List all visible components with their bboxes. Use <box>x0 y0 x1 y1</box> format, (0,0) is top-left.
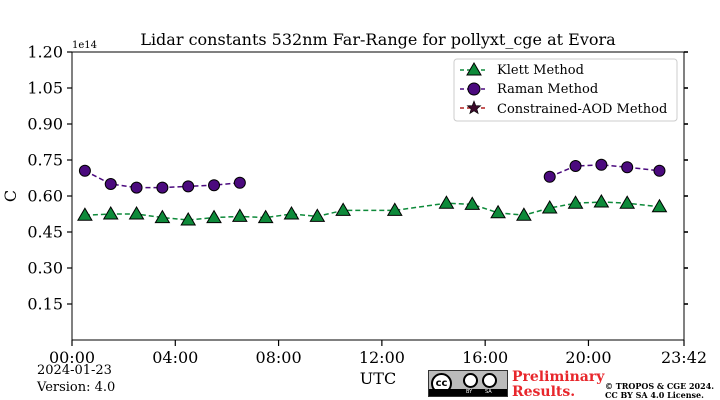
series-1-point-1-1 <box>569 160 582 172</box>
series-0-point-0-20 <box>651 198 668 213</box>
legend-raman-label: Raman Method <box>497 82 598 97</box>
y-tick-label-1: 0.30 <box>27 259 63 278</box>
series-0-point-0-9 <box>309 208 326 222</box>
x-tick-label-4: 16:00 <box>462 348 508 367</box>
cc-license-badge: cc BY SA <box>428 370 508 397</box>
series-1-point-0-1 <box>104 178 117 190</box>
legend-aod-label: Constrained-AOD Method <box>497 102 667 117</box>
series-1-line-1 <box>549 164 660 178</box>
y-tick-label-6: 1.05 <box>27 79 63 98</box>
copyright-line2: CC BY SA 4.0 License. <box>605 390 704 400</box>
series-0-point-0-2 <box>128 206 145 220</box>
footer-version: Version: 4.0 <box>37 380 116 395</box>
legend-raman-marker <box>467 82 481 96</box>
series-0-point-0-4 <box>180 212 197 226</box>
series-1-point-0-0 <box>78 164 91 177</box>
y-tick-label-7: 1.20 <box>27 43 63 62</box>
y-tick-label-5: 0.90 <box>27 115 63 134</box>
license-badge-bar: BY SA <box>429 389 507 396</box>
series-0-point-0-17 <box>567 195 584 209</box>
series-0-point-0-8 <box>283 206 300 220</box>
series-0-point-0-3 <box>154 209 171 224</box>
x-tick-label-3: 12:00 <box>359 348 405 367</box>
series-0-point-0-14 <box>490 204 506 219</box>
series-0-point-0-11 <box>386 202 403 216</box>
series-0-point-0-13 <box>464 196 481 210</box>
y-axis-label: C <box>1 190 20 202</box>
series-0-point-0-1 <box>102 206 119 220</box>
series-1-point-0-4 <box>182 180 195 193</box>
x-tick-label-2: 08:00 <box>256 348 302 367</box>
license-by-text: BY <box>466 389 473 395</box>
series-0-point-0-10 <box>335 202 352 216</box>
y-tick-label-4: 0.75 <box>27 151 63 170</box>
x-tick-label-1: 04:00 <box>152 348 198 367</box>
x-tick-label-5: 20:00 <box>565 348 611 367</box>
x-axis-label: UTC <box>360 369 396 388</box>
series-1-point-0-5 <box>208 179 221 192</box>
series-1-point-1-4 <box>653 164 666 177</box>
series-0-point-0-15 <box>516 207 532 221</box>
ticks-layer: 0.15 0.30 0.45 0.60 0.75 0.90 1.05 1.20 00:00 04:… <box>27 43 707 368</box>
series-0-point-0-0 <box>77 207 93 221</box>
y-tick-label-3: 0.60 <box>27 187 63 206</box>
by-attribution-icon <box>463 373 478 388</box>
y-scale-label: 1e14 <box>72 40 97 51</box>
series-layer <box>77 158 668 226</box>
series-0-point-0-7 <box>257 209 274 224</box>
series-1-point-0-2 <box>130 181 143 194</box>
preliminary-results-line1: Preliminary <box>512 369 605 385</box>
series-1-point-1-0 <box>543 170 556 183</box>
legend-box <box>453 58 678 122</box>
series-1-point-0-6 <box>233 176 246 189</box>
chart-title: Lidar constants 532nm Far-Range for poll… <box>140 30 616 49</box>
series-0-point-0-19 <box>619 195 636 209</box>
y-tick-label-0: 0.15 <box>27 295 63 314</box>
license-sa-text: SA <box>485 389 492 395</box>
preliminary-results-line2: Results. <box>512 384 576 400</box>
series-1-point-0-3 <box>156 181 169 194</box>
series-0-point-0-16 <box>541 200 558 214</box>
series-1-point-1-2 <box>595 158 608 171</box>
legend-klett-label: Klett Method <box>497 63 584 78</box>
x-tick-label-0: 00:00 <box>49 348 95 367</box>
legend-klett-marker <box>466 62 482 76</box>
series-0-point-0-5 <box>206 209 222 224</box>
legend-aod-marker <box>466 100 482 115</box>
series-0-point-0-12 <box>438 195 455 209</box>
series-1-point-1-3 <box>621 161 634 174</box>
series-0-point-0-6 <box>231 208 248 222</box>
y-tick-label-2: 0.45 <box>27 223 63 242</box>
footer-date: 2024-01-23 <box>37 363 112 378</box>
legend: Klett Method Raman Method Constrained-AO… <box>453 58 678 122</box>
copyright-line1: © TROPOS & CGE 2024. <box>605 381 715 391</box>
x-tick-label-6: 23:42 <box>661 348 707 367</box>
share-alike-icon <box>482 373 497 388</box>
series-0-point-0-18 <box>593 194 610 208</box>
